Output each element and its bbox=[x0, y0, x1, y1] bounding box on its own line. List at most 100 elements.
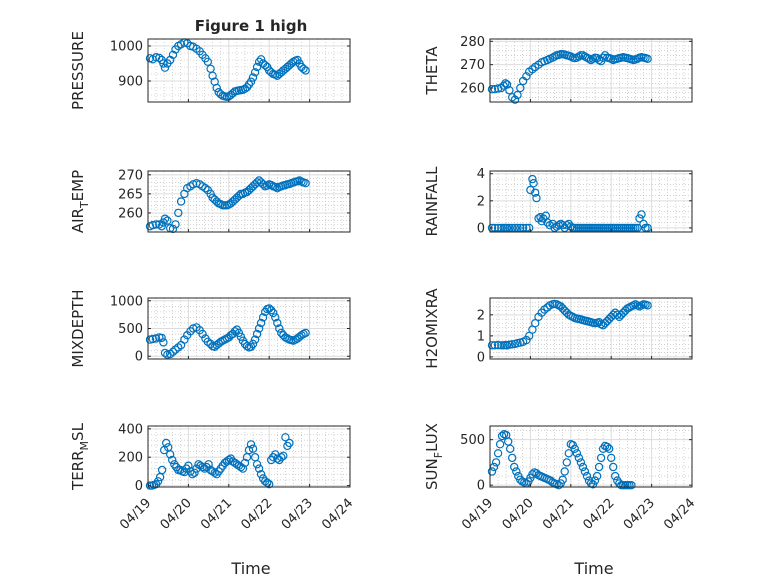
data-point bbox=[184, 461, 193, 470]
data-point bbox=[635, 214, 644, 223]
data-point bbox=[297, 331, 306, 340]
data-point bbox=[510, 95, 520, 104]
data-point bbox=[508, 223, 517, 233]
data-point bbox=[497, 341, 506, 350]
data-point bbox=[248, 339, 258, 349]
data-point bbox=[497, 223, 506, 233]
data-point bbox=[582, 471, 592, 481]
data-point bbox=[526, 185, 535, 195]
data-point bbox=[505, 86, 514, 95]
data-point bbox=[208, 71, 217, 81]
data-point bbox=[594, 462, 604, 472]
data-point bbox=[157, 465, 167, 475]
y-tick-label: 1000 bbox=[110, 294, 143, 309]
data-point bbox=[578, 462, 588, 472]
y-axis-label: TERRMSL bbox=[69, 422, 91, 491]
data-point bbox=[203, 57, 212, 67]
data-point bbox=[198, 329, 207, 339]
data-point bbox=[510, 223, 520, 233]
data-point bbox=[160, 348, 170, 358]
data-point bbox=[510, 462, 519, 472]
data-point bbox=[508, 340, 517, 349]
x-tick-label: 04/21 bbox=[198, 496, 235, 533]
data-point bbox=[528, 470, 537, 479]
data-point bbox=[543, 218, 552, 227]
data-point bbox=[598, 53, 608, 62]
y-axis-label: RAINFALL bbox=[423, 166, 441, 237]
data-point bbox=[504, 437, 513, 446]
data-point bbox=[258, 313, 268, 322]
data-point bbox=[174, 343, 183, 352]
data-point bbox=[502, 223, 512, 233]
y-tick-label: 2 bbox=[477, 194, 485, 209]
y-tick-label: 260 bbox=[460, 82, 485, 97]
axes-box bbox=[147, 170, 351, 233]
y-axis-label: H2OMIXRA bbox=[423, 288, 441, 369]
plot-area bbox=[490, 171, 692, 232]
subplot-8: 0 500 04/19 04/20 04/21 04/22 04/23 04/24 SUNFLU… bbox=[423, 423, 698, 533]
data-point bbox=[528, 65, 537, 74]
x-tick-label: 04/20 bbox=[500, 496, 537, 533]
axes-box bbox=[489, 425, 693, 488]
axes-box bbox=[489, 38, 693, 103]
data-point bbox=[250, 68, 260, 77]
data-point bbox=[168, 347, 178, 356]
data-point bbox=[210, 468, 219, 477]
data-point bbox=[188, 470, 197, 479]
data-point bbox=[163, 216, 172, 225]
data-point bbox=[528, 174, 537, 184]
data-point bbox=[505, 340, 514, 349]
data-point bbox=[603, 442, 612, 452]
data-point bbox=[493, 449, 503, 458]
data-point bbox=[522, 223, 531, 233]
data-point bbox=[265, 480, 274, 489]
data-point bbox=[269, 308, 278, 318]
plot-area bbox=[490, 298, 692, 359]
data-point bbox=[497, 431, 507, 441]
subplot-1: 900 1000 PRESSURE bbox=[69, 31, 351, 110]
data-point bbox=[186, 327, 195, 336]
y-tick-label: 0 bbox=[135, 479, 143, 494]
data-point bbox=[578, 51, 588, 60]
data-point bbox=[532, 193, 541, 203]
data-point bbox=[506, 444, 515, 453]
data-point bbox=[256, 470, 266, 479]
data-point bbox=[574, 52, 584, 61]
data-point bbox=[609, 462, 618, 472]
x-tick-label: 04/23 bbox=[621, 496, 658, 533]
data-point bbox=[273, 318, 282, 328]
x-tick-label: 04/24 bbox=[661, 496, 698, 533]
data-point bbox=[271, 182, 280, 192]
data-point bbox=[495, 440, 505, 449]
data-point bbox=[277, 453, 286, 462]
data-point bbox=[254, 324, 264, 333]
data-point bbox=[584, 54, 594, 64]
data-point bbox=[516, 223, 525, 233]
x-tick-label: 04/20 bbox=[158, 496, 195, 533]
data-point bbox=[167, 455, 177, 465]
data-point bbox=[252, 62, 262, 72]
y-tick-label: 900 bbox=[118, 75, 143, 90]
y-axis-label: PRESSURE bbox=[69, 31, 87, 110]
data-point bbox=[256, 55, 266, 64]
data-point bbox=[250, 335, 260, 344]
data-point bbox=[643, 223, 652, 233]
data-point bbox=[508, 93, 517, 102]
data-point bbox=[522, 72, 531, 81]
subplot-4: 0 2 4 RAINFALL bbox=[423, 166, 693, 237]
data-point bbox=[586, 55, 596, 65]
y-tick-label: 260 bbox=[118, 206, 143, 221]
data-point bbox=[254, 464, 264, 473]
data-point bbox=[263, 181, 272, 190]
data-point bbox=[516, 83, 525, 93]
subplot-5: 0 500 1000 MIXDEPTH bbox=[69, 289, 351, 368]
data-point bbox=[159, 218, 168, 227]
data-point bbox=[261, 61, 270, 70]
data-point bbox=[531, 319, 540, 328]
y-axis-label: SUNFLUX bbox=[423, 423, 445, 490]
data-point bbox=[204, 460, 213, 469]
data-point bbox=[522, 335, 531, 345]
data-point bbox=[525, 223, 534, 233]
y-tick-label: 270 bbox=[118, 168, 143, 183]
data-point bbox=[643, 301, 652, 310]
